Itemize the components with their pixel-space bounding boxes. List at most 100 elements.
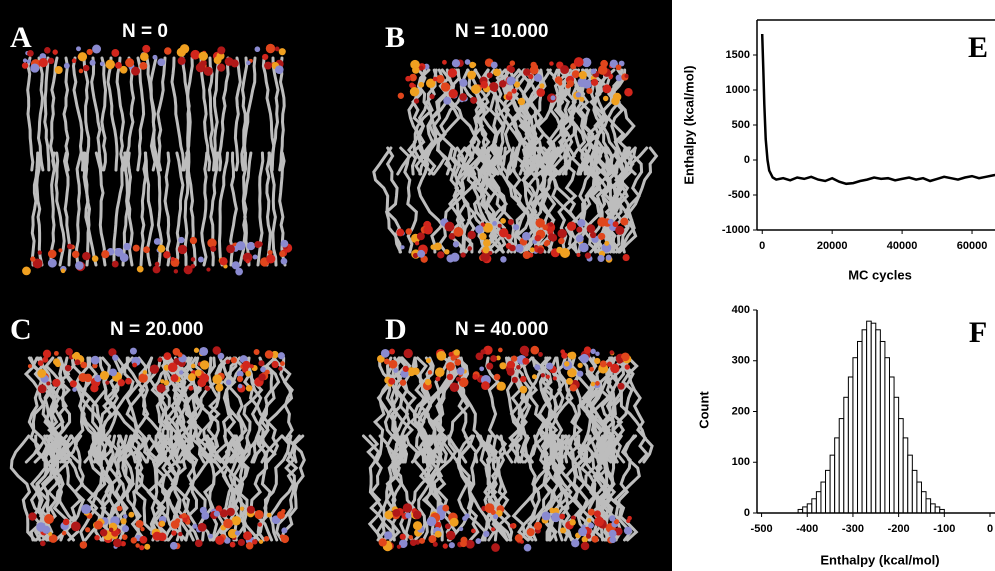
lipid-chain	[149, 56, 161, 172]
lipid-chain	[376, 356, 405, 464]
lipid-head	[388, 377, 396, 385]
panel-letter: C	[10, 313, 32, 346]
lipid-head	[234, 530, 241, 536]
lipid-chain	[82, 56, 91, 172]
lipid-head	[522, 357, 530, 365]
lipid-head	[47, 258, 57, 268]
lipid-chain	[508, 356, 533, 464]
lipid-head	[178, 236, 185, 244]
lipid-head	[237, 538, 245, 547]
lipid-head	[215, 505, 223, 512]
lipid-chain	[30, 151, 40, 267]
y-tick-label: 0	[744, 154, 750, 166]
lipid-head	[210, 245, 217, 252]
lipid-head	[163, 379, 170, 386]
lipid-head	[482, 246, 490, 254]
lipid-head	[622, 254, 630, 262]
lipid-head	[139, 535, 148, 544]
lipid-head	[60, 268, 66, 274]
lipid-head	[549, 61, 554, 66]
lipid-chain	[267, 151, 278, 267]
histogram-bar	[902, 437, 909, 514]
lipid-chain	[503, 68, 550, 176]
lipid-head	[263, 535, 270, 542]
lipid-head	[144, 48, 149, 53]
lipid-head	[606, 361, 613, 367]
panel-caption: N = 40.000	[455, 319, 549, 340]
lipid-head	[245, 541, 254, 550]
lipid-head	[53, 350, 59, 356]
lipid-head	[396, 228, 405, 237]
lipid-head	[436, 74, 445, 84]
lipid-head	[483, 530, 490, 538]
lipid-chain	[100, 56, 108, 172]
lipid-head	[70, 521, 81, 532]
lipid-head	[257, 522, 263, 527]
lipid-head	[167, 362, 178, 373]
lipid-head	[605, 254, 612, 261]
lipid-head	[573, 57, 584, 67]
lipid-head	[467, 70, 477, 80]
lipid-head	[511, 355, 518, 362]
lipid-head	[604, 240, 610, 246]
lipid-head	[177, 244, 188, 255]
lipid-head	[125, 58, 135, 68]
lipid-head	[450, 355, 456, 361]
lipid-head	[426, 516, 437, 527]
lipid-head	[81, 504, 92, 515]
panel-letter: A	[10, 21, 32, 54]
lipid-chain	[511, 434, 551, 542]
lipid-chain	[94, 151, 107, 267]
histogram-bar	[820, 481, 827, 514]
lipid-head	[143, 246, 151, 254]
chart-plot	[760, 33, 995, 186]
lipid-chain	[136, 56, 146, 172]
lipid-chain	[199, 56, 212, 172]
lipid-head	[71, 58, 77, 64]
lipid-head	[509, 244, 516, 252]
lipid-head	[579, 96, 585, 102]
lipid-head	[163, 352, 172, 361]
lipid-head	[199, 360, 210, 370]
lipid-head	[271, 360, 279, 369]
lipid-head	[108, 348, 117, 357]
lipid-head	[516, 365, 521, 370]
lipid-head	[558, 237, 565, 245]
x-tick-label: 40000	[887, 240, 918, 252]
lipid-head	[446, 373, 454, 381]
lipid-head	[154, 239, 159, 244]
chart-plot	[797, 320, 945, 514]
lipid-chain	[508, 356, 539, 464]
lipid-chain	[62, 56, 70, 172]
histogram-bar	[875, 329, 881, 514]
lipid-chain	[376, 434, 401, 542]
lipid-head	[493, 68, 501, 77]
lipid-chain	[384, 146, 402, 254]
lipid-head	[480, 349, 486, 355]
lipid-head	[624, 87, 633, 97]
lipid-head	[85, 527, 91, 533]
histogram-bar	[861, 329, 868, 514]
lipid-head	[397, 92, 405, 99]
lipid-chain	[573, 146, 604, 254]
lipid-head	[120, 518, 127, 525]
lipid-head	[76, 46, 81, 52]
lipid-head	[223, 537, 231, 544]
lipid-chain	[265, 151, 272, 267]
lipid-head	[123, 514, 128, 519]
lipid-head	[534, 234, 542, 242]
lipid-head	[568, 351, 577, 360]
lipid-chain	[163, 151, 171, 267]
lipid-head	[178, 531, 183, 537]
lipid-head	[253, 349, 260, 356]
y-tick-label: 1000	[726, 84, 750, 96]
lipid-head	[486, 72, 493, 79]
lipid-head	[199, 373, 210, 384]
lipid-chain	[112, 151, 127, 267]
lipid-chain	[33, 434, 62, 542]
lipid-head	[75, 261, 84, 270]
lipid-head	[171, 530, 177, 536]
lipid-chain	[588, 146, 630, 254]
lipid-head	[436, 350, 447, 361]
